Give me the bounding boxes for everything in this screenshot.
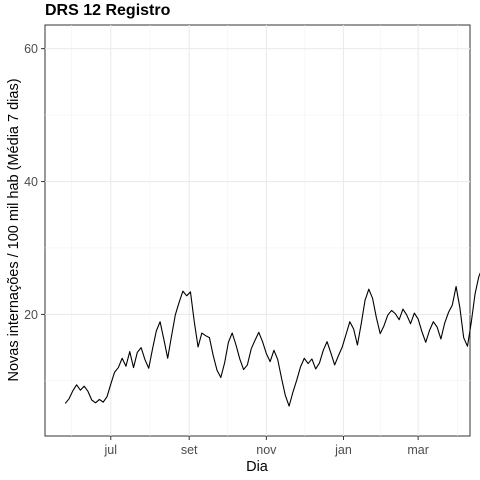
x-tick-label: jan: [334, 443, 352, 457]
y-tick-label: 20: [24, 308, 38, 322]
series-line: [64, 272, 480, 407]
chart-title: DRS 12 Registro: [45, 2, 171, 19]
y-axis: 20 40 60: [24, 42, 45, 322]
grid: [45, 25, 470, 436]
x-axis-title: Dia: [246, 459, 269, 475]
line-layer: [64, 272, 480, 407]
x-tick-label: set: [181, 443, 198, 457]
y-tick-label: 60: [24, 42, 38, 56]
y-axis-title: Novas internações / 100 mil hab (Média 7…: [6, 78, 22, 381]
x-tick-label: jul: [104, 443, 118, 457]
plot-panel: [44, 24, 471, 437]
x-tick-label: mar: [407, 443, 429, 457]
x-tick-label: nov: [256, 443, 277, 457]
x-axis: jul set nov jan mar: [104, 436, 429, 457]
y-tick-label: 40: [24, 175, 38, 189]
